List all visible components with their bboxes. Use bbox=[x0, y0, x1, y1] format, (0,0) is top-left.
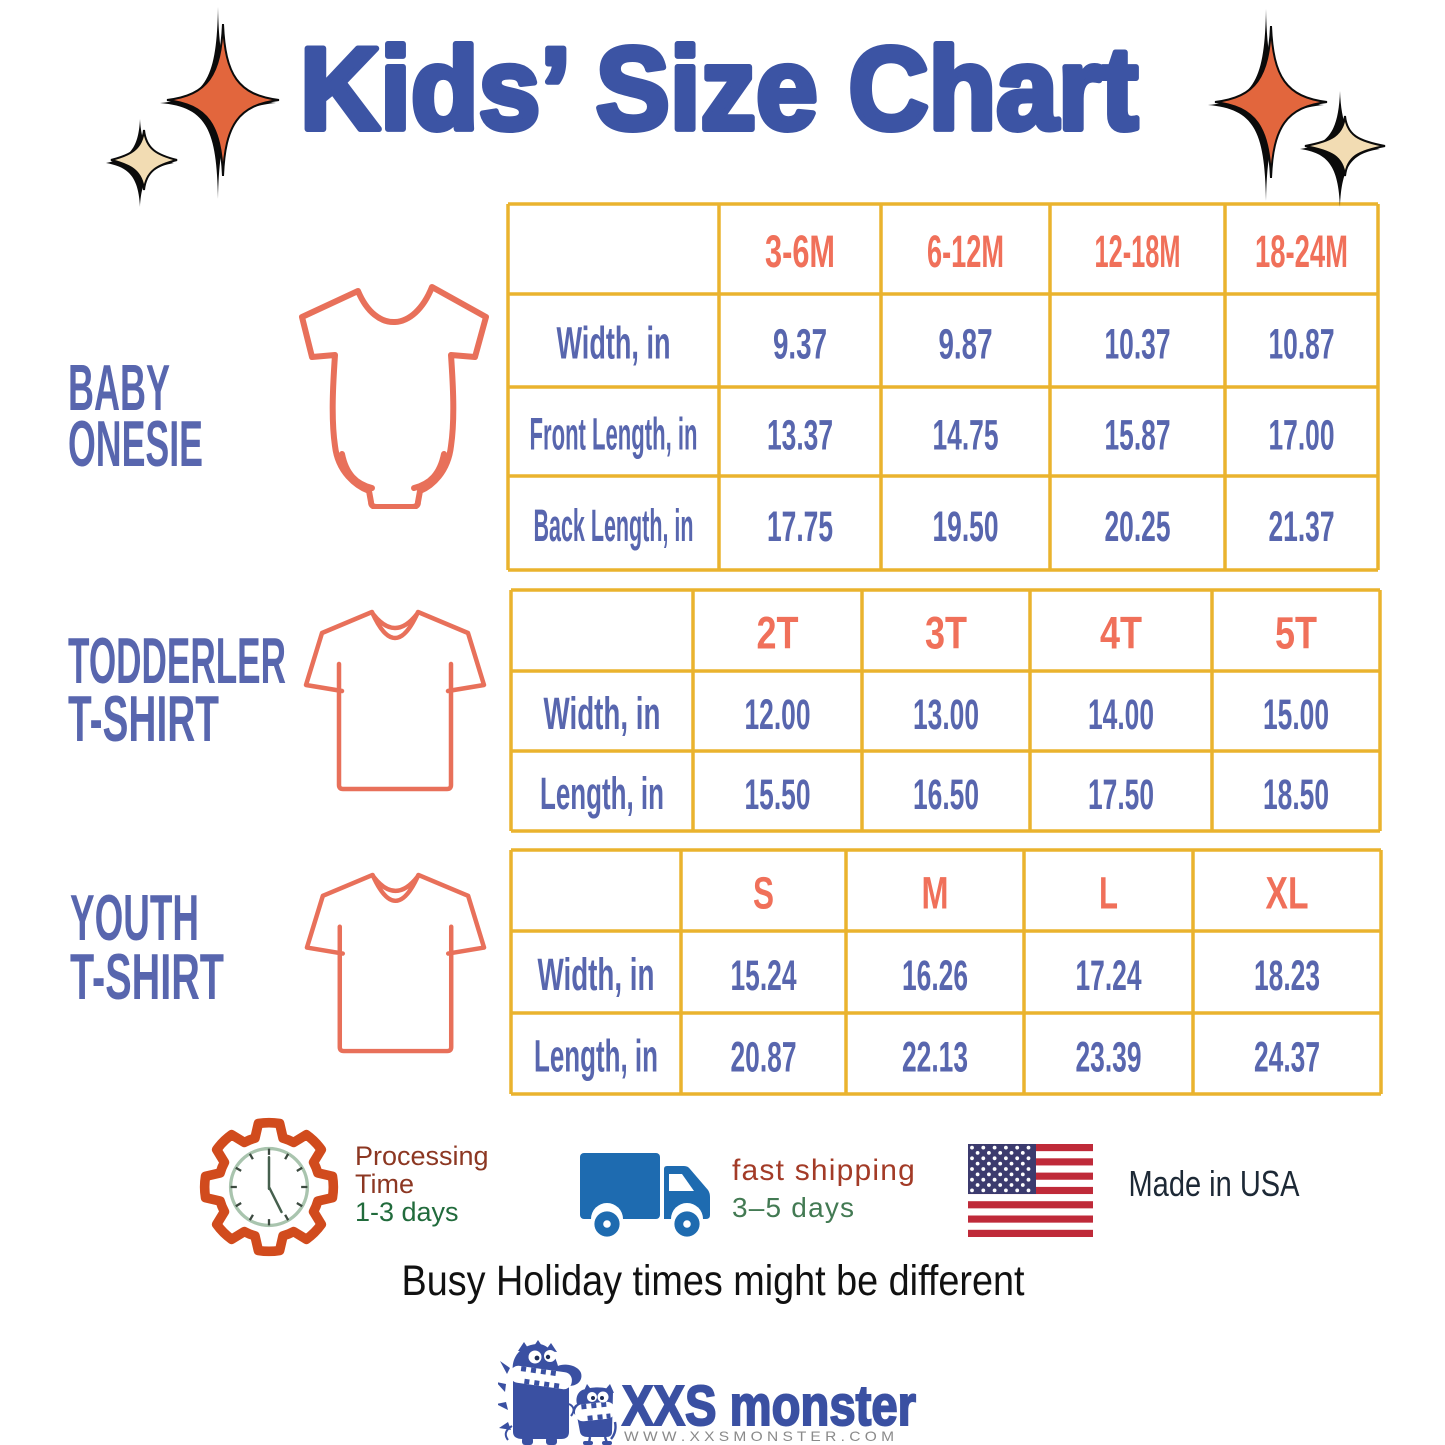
svg-text:9.37: 9.37 bbox=[773, 321, 827, 369]
svg-text:20.87: 20.87 bbox=[731, 1034, 797, 1082]
svg-text:XXS monster: XXS monster bbox=[622, 1374, 916, 1438]
svg-text:Back Length, in: Back Length, in bbox=[534, 500, 694, 551]
svg-text:L: L bbox=[1099, 868, 1118, 919]
svg-text:3-6M: 3-6M bbox=[765, 226, 835, 277]
svg-text:Length, in: Length, in bbox=[534, 1031, 658, 1082]
svg-text:15.00: 15.00 bbox=[1263, 691, 1329, 739]
svg-text:12-18M: 12-18M bbox=[1095, 226, 1181, 277]
svg-text:15.50: 15.50 bbox=[745, 771, 811, 819]
svg-text:T-SHIRT: T-SHIRT bbox=[70, 940, 224, 1013]
svg-text:19.50: 19.50 bbox=[933, 503, 999, 551]
svg-text:21.37: 21.37 bbox=[1269, 503, 1335, 551]
svg-text:Width, in: Width, in bbox=[544, 688, 661, 739]
svg-text:5T: 5T bbox=[1275, 608, 1317, 659]
svg-text:XL: XL bbox=[1266, 868, 1309, 919]
svg-text:22.13: 22.13 bbox=[902, 1034, 968, 1082]
svg-text:W W W . X X S M O N S T E R .: W W W . X X S M O N S T E R . C O M bbox=[624, 1428, 894, 1444]
svg-text:TODDERLER: TODDERLER bbox=[68, 624, 286, 697]
svg-text:YOUTH: YOUTH bbox=[70, 881, 199, 954]
svg-text:15.24: 15.24 bbox=[731, 952, 797, 1000]
svg-text:9.87: 9.87 bbox=[939, 321, 993, 369]
svg-text:S: S bbox=[753, 868, 774, 919]
svg-text:3T: 3T bbox=[925, 608, 967, 659]
svg-text:17.75: 17.75 bbox=[767, 503, 833, 551]
svg-text:13.00: 13.00 bbox=[913, 691, 979, 739]
svg-text:18.23: 18.23 bbox=[1254, 952, 1320, 1000]
svg-text:M: M bbox=[922, 868, 949, 919]
svg-text:23.39: 23.39 bbox=[1076, 1034, 1142, 1082]
svg-text:17.50: 17.50 bbox=[1088, 771, 1154, 819]
svg-text:Width, in: Width, in bbox=[557, 318, 671, 369]
svg-text:18-24M: 18-24M bbox=[1255, 226, 1348, 277]
svg-text:16.26: 16.26 bbox=[902, 952, 968, 1000]
svg-text:12.00: 12.00 bbox=[745, 691, 811, 739]
svg-text:Length, in: Length, in bbox=[540, 768, 664, 819]
svg-text:24.37: 24.37 bbox=[1254, 1034, 1320, 1082]
svg-text:14.75: 14.75 bbox=[933, 412, 999, 460]
svg-text:BABY: BABY bbox=[68, 351, 170, 424]
svg-text:Kids’ Size Chart: Kids’ Size Chart bbox=[300, 23, 1138, 154]
svg-text:6-12M: 6-12M bbox=[927, 226, 1004, 277]
svg-text:T-SHIRT: T-SHIRT bbox=[68, 682, 219, 755]
svg-text:Made in USA: Made in USA bbox=[1129, 1163, 1300, 1204]
svg-text:Busy Holiday times might be di: Busy Holiday times might be different bbox=[402, 1257, 1025, 1305]
svg-text:2T: 2T bbox=[757, 608, 799, 659]
svg-text:20.25: 20.25 bbox=[1105, 503, 1171, 551]
svg-text:15.87: 15.87 bbox=[1105, 412, 1171, 460]
svg-text:10.87: 10.87 bbox=[1269, 321, 1335, 369]
svg-text:14.00: 14.00 bbox=[1088, 691, 1154, 739]
svg-text:ONESIE: ONESIE bbox=[68, 407, 203, 480]
svg-text:10.37: 10.37 bbox=[1105, 321, 1171, 369]
svg-text:16.50: 16.50 bbox=[913, 771, 979, 819]
svg-text:18.50: 18.50 bbox=[1263, 771, 1329, 819]
svg-text:Front Length, in: Front Length, in bbox=[530, 409, 698, 460]
svg-text:17.24: 17.24 bbox=[1076, 952, 1142, 1000]
svg-text:13.37: 13.37 bbox=[767, 412, 833, 460]
svg-text:17.00: 17.00 bbox=[1269, 412, 1335, 460]
svg-text:Width, in: Width, in bbox=[538, 949, 655, 1000]
svg-text:4T: 4T bbox=[1100, 608, 1142, 659]
